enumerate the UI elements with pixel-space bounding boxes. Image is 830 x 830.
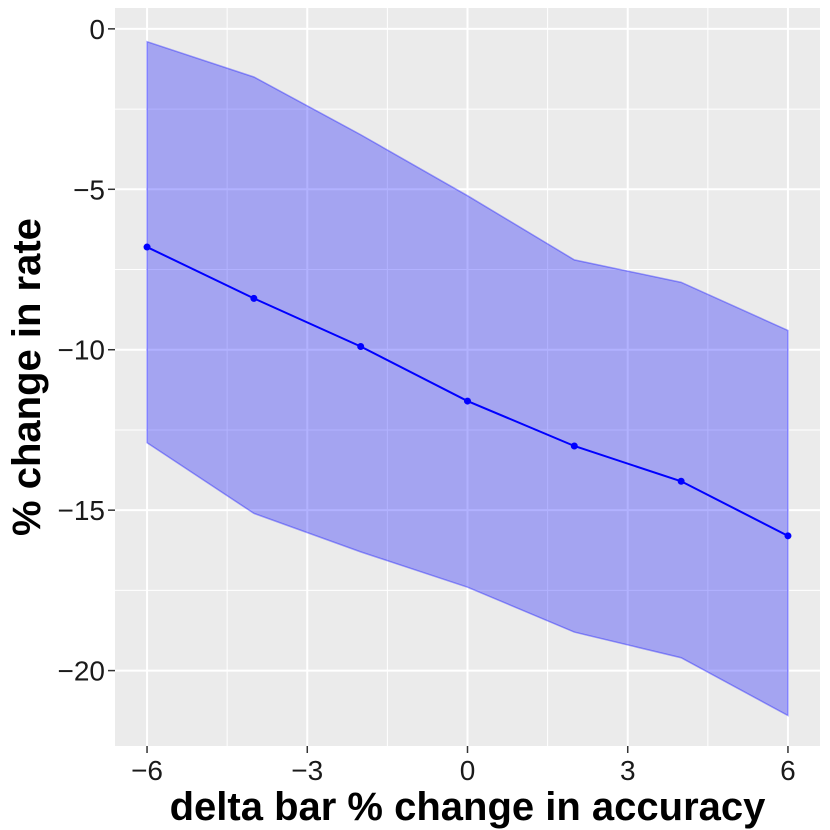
y-tick-label: −15	[58, 495, 106, 526]
data-point	[143, 243, 151, 251]
data-point	[677, 477, 685, 485]
x-tick-label: −6	[131, 755, 163, 786]
data-point	[464, 397, 471, 405]
confidence-band	[146, 40, 789, 717]
x-tick-label: 3	[620, 755, 636, 786]
y-tick-label: 0	[89, 14, 105, 45]
x-tick-label: 6	[780, 755, 796, 786]
data-point	[784, 532, 792, 540]
data-points	[143, 243, 792, 540]
x-axis-ticks	[146, 746, 789, 753]
data-point	[570, 442, 578, 450]
data-point	[250, 294, 258, 302]
x-axis-tick-labels: −6 −3 0 3 6	[131, 755, 796, 786]
y-tick-label: −10	[58, 335, 106, 366]
y-axis-tick-labels: 0 −5 −10 −15 −20	[58, 14, 106, 687]
y-axis-ticks	[108, 28, 115, 672]
y-tick-label: −20	[58, 656, 106, 687]
x-axis-title: delta bar % change in accuracy	[170, 785, 767, 829]
y-axis-title: % change in rate	[5, 218, 49, 536]
x-tick-label: −3	[291, 755, 323, 786]
x-tick-label: 0	[460, 755, 476, 786]
major-gridlines	[115, 8, 820, 746]
y-tick-label: −5	[73, 174, 105, 205]
data-point	[357, 343, 365, 351]
